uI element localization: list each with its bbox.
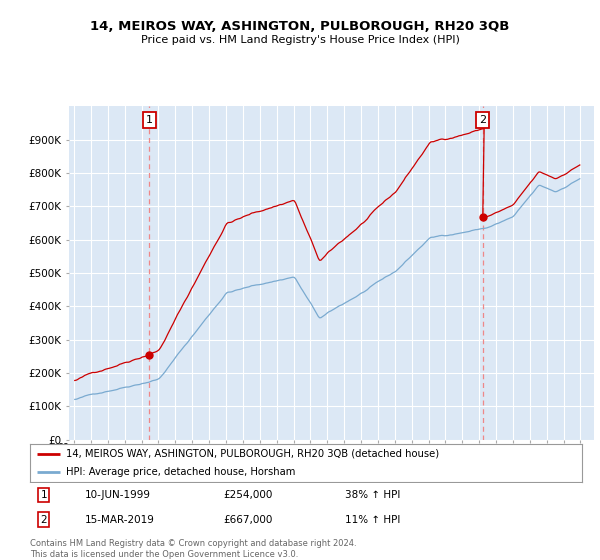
Text: 2: 2 [40,515,47,525]
Text: 11% ↑ HPI: 11% ↑ HPI [344,515,400,525]
Text: 1: 1 [40,490,47,500]
Text: 2: 2 [479,115,487,125]
Text: 14, MEIROS WAY, ASHINGTON, PULBOROUGH, RH20 3QB (detached house): 14, MEIROS WAY, ASHINGTON, PULBOROUGH, R… [66,449,439,459]
Text: 10-JUN-1999: 10-JUN-1999 [85,490,151,500]
Text: 14, MEIROS WAY, ASHINGTON, PULBOROUGH, RH20 3QB: 14, MEIROS WAY, ASHINGTON, PULBOROUGH, R… [91,20,509,32]
Text: £254,000: £254,000 [223,490,272,500]
Text: Contains HM Land Registry data © Crown copyright and database right 2024.
This d: Contains HM Land Registry data © Crown c… [30,539,356,559]
Text: Price paid vs. HM Land Registry's House Price Index (HPI): Price paid vs. HM Land Registry's House … [140,35,460,45]
Text: 38% ↑ HPI: 38% ↑ HPI [344,490,400,500]
Text: 15-MAR-2019: 15-MAR-2019 [85,515,155,525]
Text: 1: 1 [146,115,152,125]
Text: £667,000: £667,000 [223,515,272,525]
Text: £0: £0 [56,443,69,453]
Text: HPI: Average price, detached house, Horsham: HPI: Average price, detached house, Hors… [66,467,295,477]
